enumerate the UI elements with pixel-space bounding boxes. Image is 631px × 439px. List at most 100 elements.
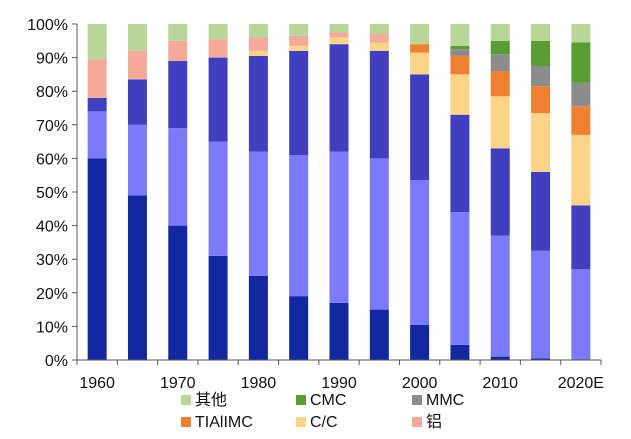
x-tick-label: 1980 [241,375,277,392]
bar-segment-1995-s3 [369,42,389,51]
bar-segment-2005-s6 [450,45,470,50]
bar-segment-1960-s8 [87,24,107,60]
y-tick-label: 0% [45,353,68,370]
legend-label: MMC [426,392,464,409]
bar-segment-2015-s6 [531,40,551,66]
x-tick-label: 2010 [482,375,518,392]
bar-segment-2020E-s5 [571,82,591,107]
bar-segment-2005-s2 [450,114,470,213]
y-tick-label: 70% [36,118,68,135]
bar-segment-1990-s2 [329,44,349,152]
bar-segment-2000-s2 [410,74,430,181]
x-tick-label: 1960 [79,375,115,392]
y-tick-label: 10% [36,319,68,336]
bar-segment-1990-s0 [329,302,349,360]
bar-segment-1975-s0 [208,255,228,360]
bar-segment-1970-s0 [168,225,188,360]
y-tick-label: 50% [36,185,68,202]
bar-segment-1995-s2 [369,50,389,159]
y-axis: 0% 10% 20% 30% 40% 50% 60% 70% 80% 90% 100% [27,17,78,370]
bar-segment-1985-s0 [289,296,309,360]
legend-swatch [181,417,191,427]
bar-segment-2015-s2 [531,171,551,251]
bar-segment-1970-s1 [168,128,188,226]
bar-segment-2005-s3 [450,74,470,115]
bar-segment-1990-s3 [329,37,349,45]
y-tick-label: 40% [36,219,68,236]
bar-segment-1995-s7 [369,34,389,43]
bar-segment-2010-s5 [490,54,510,72]
bar-segment-2010-s0 [490,356,510,360]
bar-segment-1965-s0 [127,195,147,360]
legend-swatch [412,417,422,427]
bar-segment-2015-s8 [531,24,551,41]
bar-segment-1970-s2 [168,60,188,129]
bar-segment-2010-s2 [490,148,510,236]
bar-segment-1985-s7 [289,35,309,46]
bar-segment-2010-s3 [490,96,510,149]
bar-segment-2005-s1 [450,212,470,345]
legend-label: 其他 [195,391,227,409]
bar-segment-1970-s8 [168,24,188,41]
bar-segment-1985-s2 [289,50,309,156]
bar-segment-2015-s1 [531,250,551,359]
bar-segment-2005-s5 [450,49,470,56]
bar-segment-1975-s1 [208,141,228,256]
bar-segment-2005-s0 [450,344,470,360]
legend-label: TIAlIMC [195,414,253,431]
y-tick-label: 60% [36,151,68,168]
bar-segment-2000-s3 [410,52,430,75]
x-tick-label: 2000 [402,375,438,392]
bar-segment-2010-s1 [490,235,510,357]
legend-swatch [181,395,191,405]
y-tick-label: 20% [36,286,68,303]
bar-segment-1980-s7 [248,37,268,51]
bar-segment-2020E-s4 [571,106,591,135]
legend-swatch [296,395,306,405]
bar-segment-1975-s7 [208,39,228,58]
y-tick-label: 80% [36,84,68,101]
x-tick-label: 1970 [160,375,196,392]
bar-segment-2015-s3 [531,113,551,172]
bar-segment-2020E-s3 [571,134,591,206]
bar-segment-2010-s8 [490,24,510,41]
y-tick-label: 30% [36,252,68,269]
bar-segment-1960-s7 [87,59,107,98]
bar-segment-1985-s3 [289,45,309,51]
bars [87,24,591,360]
bar-segment-1980-s2 [248,55,268,152]
legend-label: 铝 [426,413,442,431]
bar-segment-1990-s8 [329,24,349,33]
bar-segment-1995-s8 [369,24,389,35]
legend-label: CMC [310,392,346,409]
bar-segment-1975-s2 [208,57,228,142]
bar-segment-2010-s4 [490,71,510,97]
bar-segment-2005-s8 [450,24,470,46]
bar-segment-1965-s8 [127,24,147,51]
legend: 其他 CMC MMC TIAlIMC C/C 铝 [181,391,464,431]
legend-label: C/C [310,414,338,431]
bar-segment-1960-s0 [87,158,107,360]
x-tick-label: 2020E [558,375,604,392]
bar-segment-1985-s1 [289,155,309,297]
bar-segment-1990-s7 [329,32,349,38]
bar-segment-1995-s0 [369,309,389,360]
bar-segment-2000-s1 [410,180,430,325]
y-tick-label: 90% [36,51,68,68]
bar-segment-1965-s7 [127,50,147,80]
bar-segment-2000-s8 [410,24,430,45]
bar-segment-1980-s3 [248,50,268,56]
bar-segment-2000-s0 [410,324,430,360]
bar-segment-2010-s6 [490,40,510,55]
bar-segment-1975-s8 [208,24,228,40]
bar-segment-1985-s8 [289,24,309,36]
bar-segment-2000-s4 [410,44,430,53]
bar-segment-1970-s7 [168,40,188,61]
bar-segment-2020E-s6 [571,42,591,83]
y-tick-label: 100% [27,17,68,34]
bar-segment-2015-s4 [531,86,551,114]
bar-segment-1960-s2 [87,97,107,112]
bar-segment-1990-s1 [329,151,349,303]
